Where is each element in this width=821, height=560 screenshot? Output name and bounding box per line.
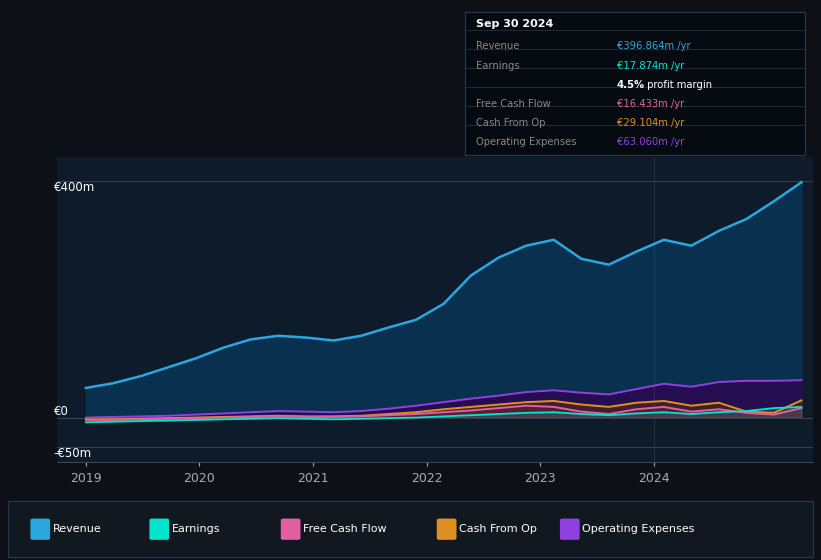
- Text: Free Cash Flow: Free Cash Flow: [303, 524, 387, 534]
- Text: €63.060m /yr: €63.060m /yr: [617, 137, 684, 147]
- Text: €29.104m /yr: €29.104m /yr: [617, 118, 684, 128]
- Text: Cash From Op: Cash From Op: [459, 524, 537, 534]
- Text: profit margin: profit margin: [644, 80, 712, 90]
- Text: €17.874m /yr: €17.874m /yr: [617, 60, 684, 71]
- Text: Revenue: Revenue: [53, 524, 101, 534]
- Text: €400m: €400m: [53, 180, 95, 194]
- Text: Revenue: Revenue: [476, 41, 520, 52]
- Text: Earnings: Earnings: [172, 524, 220, 534]
- Text: Cash From Op: Cash From Op: [476, 118, 546, 128]
- Text: -€50m: -€50m: [53, 447, 92, 460]
- Text: Operating Expenses: Operating Expenses: [476, 137, 576, 147]
- Text: 4.5%: 4.5%: [617, 80, 644, 90]
- Text: €396.864m /yr: €396.864m /yr: [617, 41, 690, 52]
- Text: Earnings: Earnings: [476, 60, 520, 71]
- Text: Free Cash Flow: Free Cash Flow: [476, 99, 551, 109]
- Text: €16.433m /yr: €16.433m /yr: [617, 99, 684, 109]
- Text: €0: €0: [53, 404, 69, 418]
- Text: Sep 30 2024: Sep 30 2024: [476, 20, 553, 30]
- Text: Operating Expenses: Operating Expenses: [582, 524, 695, 534]
